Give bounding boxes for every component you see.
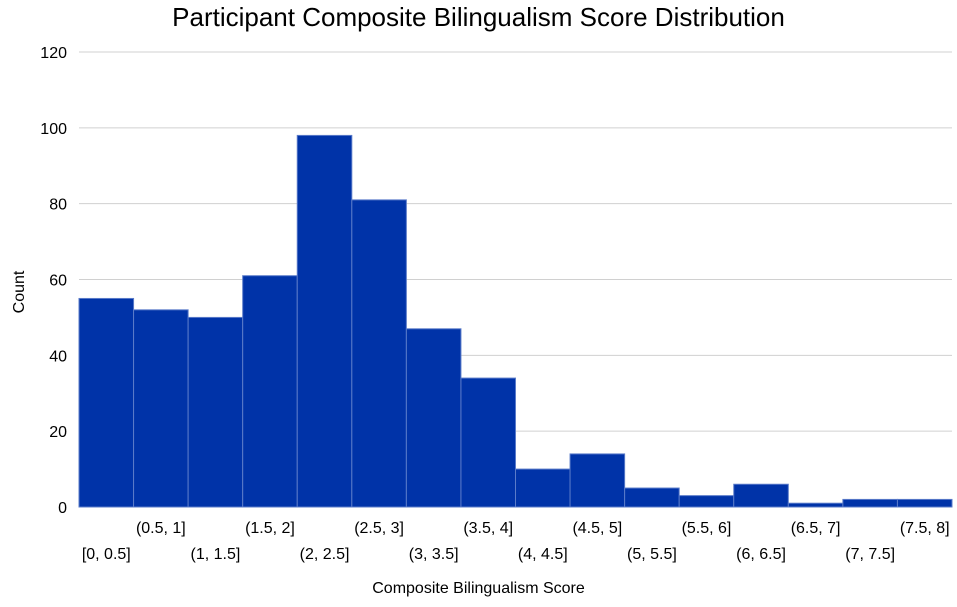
y-tick-label: 80 <box>49 197 67 214</box>
x-tick-label: (3.5, 4] <box>463 520 513 537</box>
x-tick-label: (6.5, 7] <box>791 520 841 537</box>
x-tick-label: (4.5, 5] <box>572 520 622 537</box>
bar <box>405 328 462 508</box>
bar <box>569 453 626 508</box>
x-tick-label: (1.5, 2] <box>245 520 295 537</box>
x-axis-label: Composite Bilingualism Score <box>372 580 585 597</box>
x-tick-label: (6, 6.5] <box>736 546 786 563</box>
bar <box>624 487 680 508</box>
y-tick-label: 60 <box>49 273 67 290</box>
y-tick-label: 100 <box>40 121 67 138</box>
chart-title: Participant Composite Bilingualism Score… <box>172 2 785 32</box>
bar <box>678 495 735 508</box>
y-tick-label: 0 <box>58 500 67 517</box>
x-tick-label: (4, 4.5] <box>518 546 568 563</box>
x-tick-label: [0, 0.5] <box>82 546 131 563</box>
x-tick-label: (7, 7.5] <box>845 546 895 563</box>
bar <box>842 498 898 508</box>
x-tick-label: (5, 5.5] <box>627 546 677 563</box>
x-tick-label: (3, 3.5] <box>409 546 459 563</box>
bar <box>242 275 298 508</box>
bar <box>133 309 189 508</box>
x-tick-label: (7.5, 8] <box>900 520 950 537</box>
bar <box>733 483 789 508</box>
x-tick-label: (0.5, 1] <box>136 520 186 537</box>
y-tick-label: 20 <box>49 424 67 441</box>
y-tick-label: 40 <box>49 348 67 365</box>
bar <box>515 468 571 508</box>
x-tick-label: (1, 1.5] <box>191 546 241 563</box>
x-tick-label: (2.5, 3] <box>354 520 404 537</box>
bar <box>896 498 953 508</box>
bar <box>787 502 844 508</box>
bar <box>351 199 407 508</box>
bar <box>296 134 353 508</box>
x-tick-label: (5.5, 6] <box>682 520 732 537</box>
bar <box>187 316 244 508</box>
x-tick-label: (2, 2.5] <box>300 546 350 563</box>
bar <box>460 377 516 508</box>
y-tick-label: 120 <box>40 45 67 62</box>
bar <box>78 297 135 508</box>
